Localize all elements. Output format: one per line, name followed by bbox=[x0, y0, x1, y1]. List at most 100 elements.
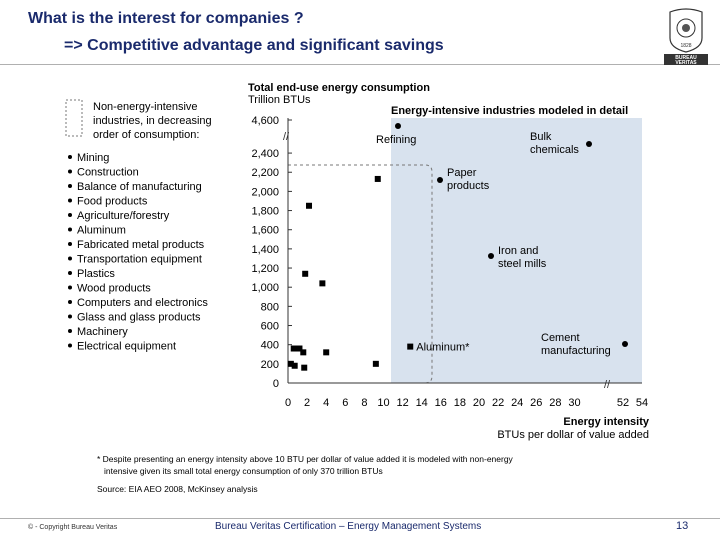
copyright: © - Copyright Bureau Veritas bbox=[28, 524, 118, 531]
circle-label-line1: Bulk bbox=[530, 131, 552, 143]
square-point bbox=[302, 270, 309, 277]
legend-item: Machinery bbox=[77, 326, 128, 338]
legend-item: Balance of manufacturing bbox=[77, 181, 202, 193]
square-point bbox=[290, 345, 297, 352]
y-axis-break: // bbox=[283, 131, 290, 143]
energy-scatter-chart: // // Total end-use energy consumption T… bbox=[65, 82, 650, 494]
slide-title-line1: What is the interest for companies ? bbox=[28, 10, 304, 27]
square-point bbox=[374, 175, 381, 182]
x-tick-label: 10 bbox=[377, 397, 389, 409]
title-divider bbox=[0, 64, 720, 65]
y-tick-label: 4,600 bbox=[251, 115, 279, 127]
x-tick-label: 30 bbox=[568, 397, 580, 409]
legend-dashed-box bbox=[65, 99, 83, 137]
circle-label-line2: chemicals bbox=[530, 144, 579, 156]
x-tick-label: 14 bbox=[416, 397, 428, 409]
footnote-line1: * Despite presenting an energy intensity… bbox=[97, 454, 514, 464]
x-tick-label: 20 bbox=[473, 397, 485, 409]
x-tick-label: 0 bbox=[285, 397, 291, 409]
circle-point bbox=[437, 177, 443, 183]
circle-label-line1: Paper bbox=[447, 167, 477, 179]
logo-year: 1828 bbox=[680, 43, 691, 49]
y-tick-label: 1,400 bbox=[251, 244, 279, 256]
circle-point bbox=[395, 123, 401, 129]
y-tick-label: 1,800 bbox=[251, 206, 279, 218]
square-point bbox=[296, 345, 303, 352]
square-point bbox=[323, 349, 330, 356]
region-title: Energy-intensive industries modeled in d… bbox=[391, 105, 628, 117]
footer-divider bbox=[0, 518, 720, 519]
x-axis-break: // bbox=[604, 379, 611, 391]
square-point bbox=[291, 362, 298, 369]
x-tick-label: 16 bbox=[435, 397, 447, 409]
footnote-line2: intensive given its small total energy c… bbox=[104, 466, 383, 476]
legend-bullet bbox=[68, 256, 72, 261]
legend-item: Agriculture/forestry bbox=[77, 210, 170, 222]
legend-bullet bbox=[68, 184, 72, 188]
legend-item: Mining bbox=[77, 152, 109, 164]
square-point bbox=[319, 280, 326, 287]
legend-bullet bbox=[68, 329, 72, 333]
legend-bullet bbox=[68, 343, 72, 348]
page-number: 13 bbox=[676, 520, 689, 532]
slide-title-line2: => Competitive advantage and significant… bbox=[64, 37, 444, 54]
y-tick-label: 1,200 bbox=[251, 263, 279, 275]
y-tick-label: 200 bbox=[261, 359, 279, 371]
legend-bullet bbox=[68, 285, 72, 290]
y-tick-labels: 0 200 400 600 800 1,000 1,200 1,400 1,600 1,800 2,… bbox=[251, 115, 292, 390]
legend-item: Aluminum bbox=[77, 225, 126, 237]
footer-title: Bureau Veritas Certification – Energy Ma… bbox=[215, 521, 482, 532]
legend-bullet bbox=[68, 213, 72, 217]
square-point bbox=[372, 360, 379, 367]
circle-label: Refining bbox=[376, 134, 416, 146]
y-axis-title-line1: Total end-use energy consumption bbox=[248, 82, 430, 94]
y-axis-title-line2: Trillion BTUs bbox=[248, 94, 311, 106]
x-tick-label: 28 bbox=[549, 397, 561, 409]
y-tick-label: 2,400 bbox=[251, 148, 279, 160]
x-tick-label: 12 bbox=[396, 397, 408, 409]
circle-label-line2: products bbox=[447, 180, 490, 192]
circle-point bbox=[622, 341, 628, 347]
x-tick-label: 4 bbox=[323, 397, 329, 409]
aluminum-point bbox=[407, 343, 414, 350]
circle-point bbox=[488, 253, 494, 259]
x-axis-title-line2: BTUs per dollar of value added bbox=[497, 429, 649, 441]
x-tick-label: 54 bbox=[636, 397, 648, 409]
data-points bbox=[287, 123, 628, 371]
legend-bullet bbox=[68, 169, 72, 174]
y-tick-label: 2,000 bbox=[251, 186, 279, 198]
legend-item: Transportation equipment bbox=[77, 254, 202, 266]
logo-text-top: BUREAU bbox=[675, 55, 697, 61]
square-point bbox=[300, 349, 307, 356]
legend-items: Mining Construction Balance of manufacturi… bbox=[68, 152, 208, 353]
legend-bullet bbox=[68, 314, 72, 319]
legend-bullet bbox=[68, 198, 72, 203]
source-note: Source: EIA AEO 2008, McKinsey analysis bbox=[97, 484, 258, 494]
legend-heading-line1: Non-energy-intensive bbox=[93, 101, 198, 113]
legend-bullet bbox=[68, 227, 72, 232]
x-tick-label: 2 bbox=[304, 397, 310, 409]
square-point bbox=[306, 202, 313, 209]
x-tick-label: 26 bbox=[530, 397, 542, 409]
square-point bbox=[301, 364, 308, 371]
x-tick-label: 52 bbox=[617, 397, 629, 409]
logo-text-bottom: VERITAS bbox=[675, 60, 697, 66]
legend-item: Food products bbox=[77, 196, 148, 208]
legend-heading-line2: industries, in decreasing bbox=[93, 115, 212, 127]
x-axis-title-line1: Energy intensity bbox=[563, 416, 649, 428]
circle-label-line1: Iron and bbox=[498, 245, 538, 257]
legend-bullet bbox=[68, 155, 72, 159]
circle-point bbox=[586, 141, 592, 147]
legend-item: Fabricated metal products bbox=[77, 239, 205, 251]
legend-item: Construction bbox=[77, 167, 139, 179]
legend-bullet bbox=[68, 271, 72, 275]
legend-heading-line3: order of consumption: bbox=[93, 129, 199, 141]
legend-item: Glass and glass products bbox=[77, 312, 201, 324]
aluminum-label: Aluminum* bbox=[416, 342, 470, 354]
square-point bbox=[287, 360, 294, 367]
y-tick-label: 2,200 bbox=[251, 167, 279, 179]
y-tick-label: 1,600 bbox=[251, 225, 279, 237]
legend-item: Computers and electronics bbox=[77, 297, 208, 309]
y-tick-label: 1,000 bbox=[251, 282, 279, 294]
x-tick-label: 6 bbox=[342, 397, 348, 409]
